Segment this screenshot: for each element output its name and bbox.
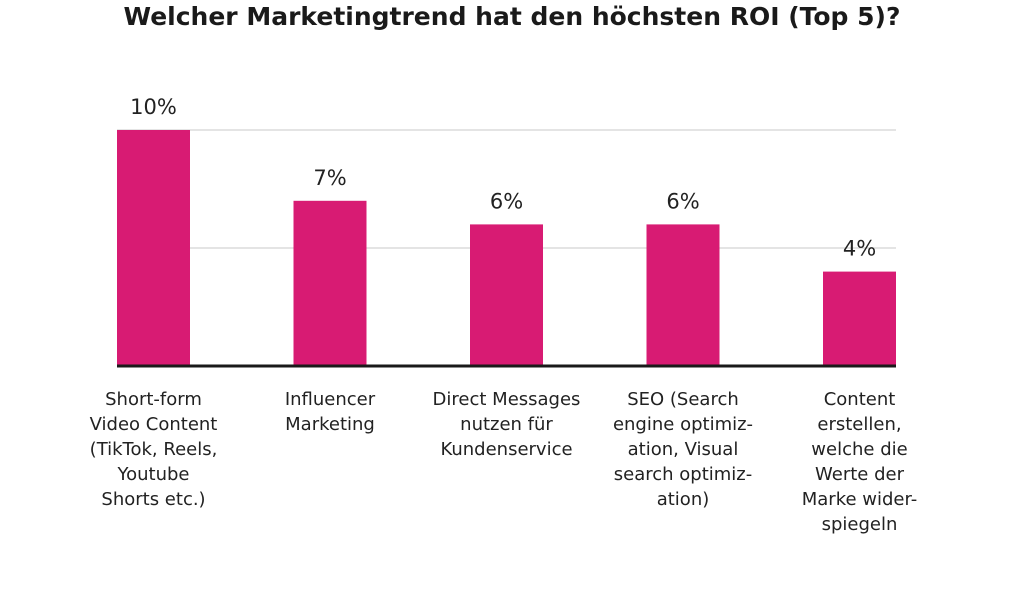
value-labels: 10% 7% 6% 6% 4% (130, 95, 876, 261)
category-label: SEO (Search engine optimiz-ation, Visual s… (613, 389, 753, 510)
bar-value-label: 6% (490, 189, 523, 213)
bar (823, 271, 896, 366)
bar (117, 130, 190, 366)
bars (117, 130, 896, 366)
bar-value-label: 4% (843, 237, 876, 261)
bar-value-label: 7% (313, 166, 346, 190)
bar (293, 200, 367, 366)
bar-value-label: 6% (666, 189, 699, 213)
category-label: Content erstellen, welche die Werte der Mark… (802, 389, 918, 535)
category-label: Direct Messages nutzen für Kundenservice (433, 389, 581, 460)
category-label: Influencer Marketing (285, 389, 376, 435)
category-labels: Short-form Video Content (TikTok, Reels, Yo… (90, 389, 918, 535)
bar-value-label: 10% (130, 95, 177, 119)
category-label: Short-form Video Content (TikTok, Reels, Yo… (90, 389, 218, 510)
chart-title: Welcher Marketingtrend hat den höchsten … (123, 2, 901, 31)
bar (470, 224, 543, 366)
bar (646, 224, 720, 366)
